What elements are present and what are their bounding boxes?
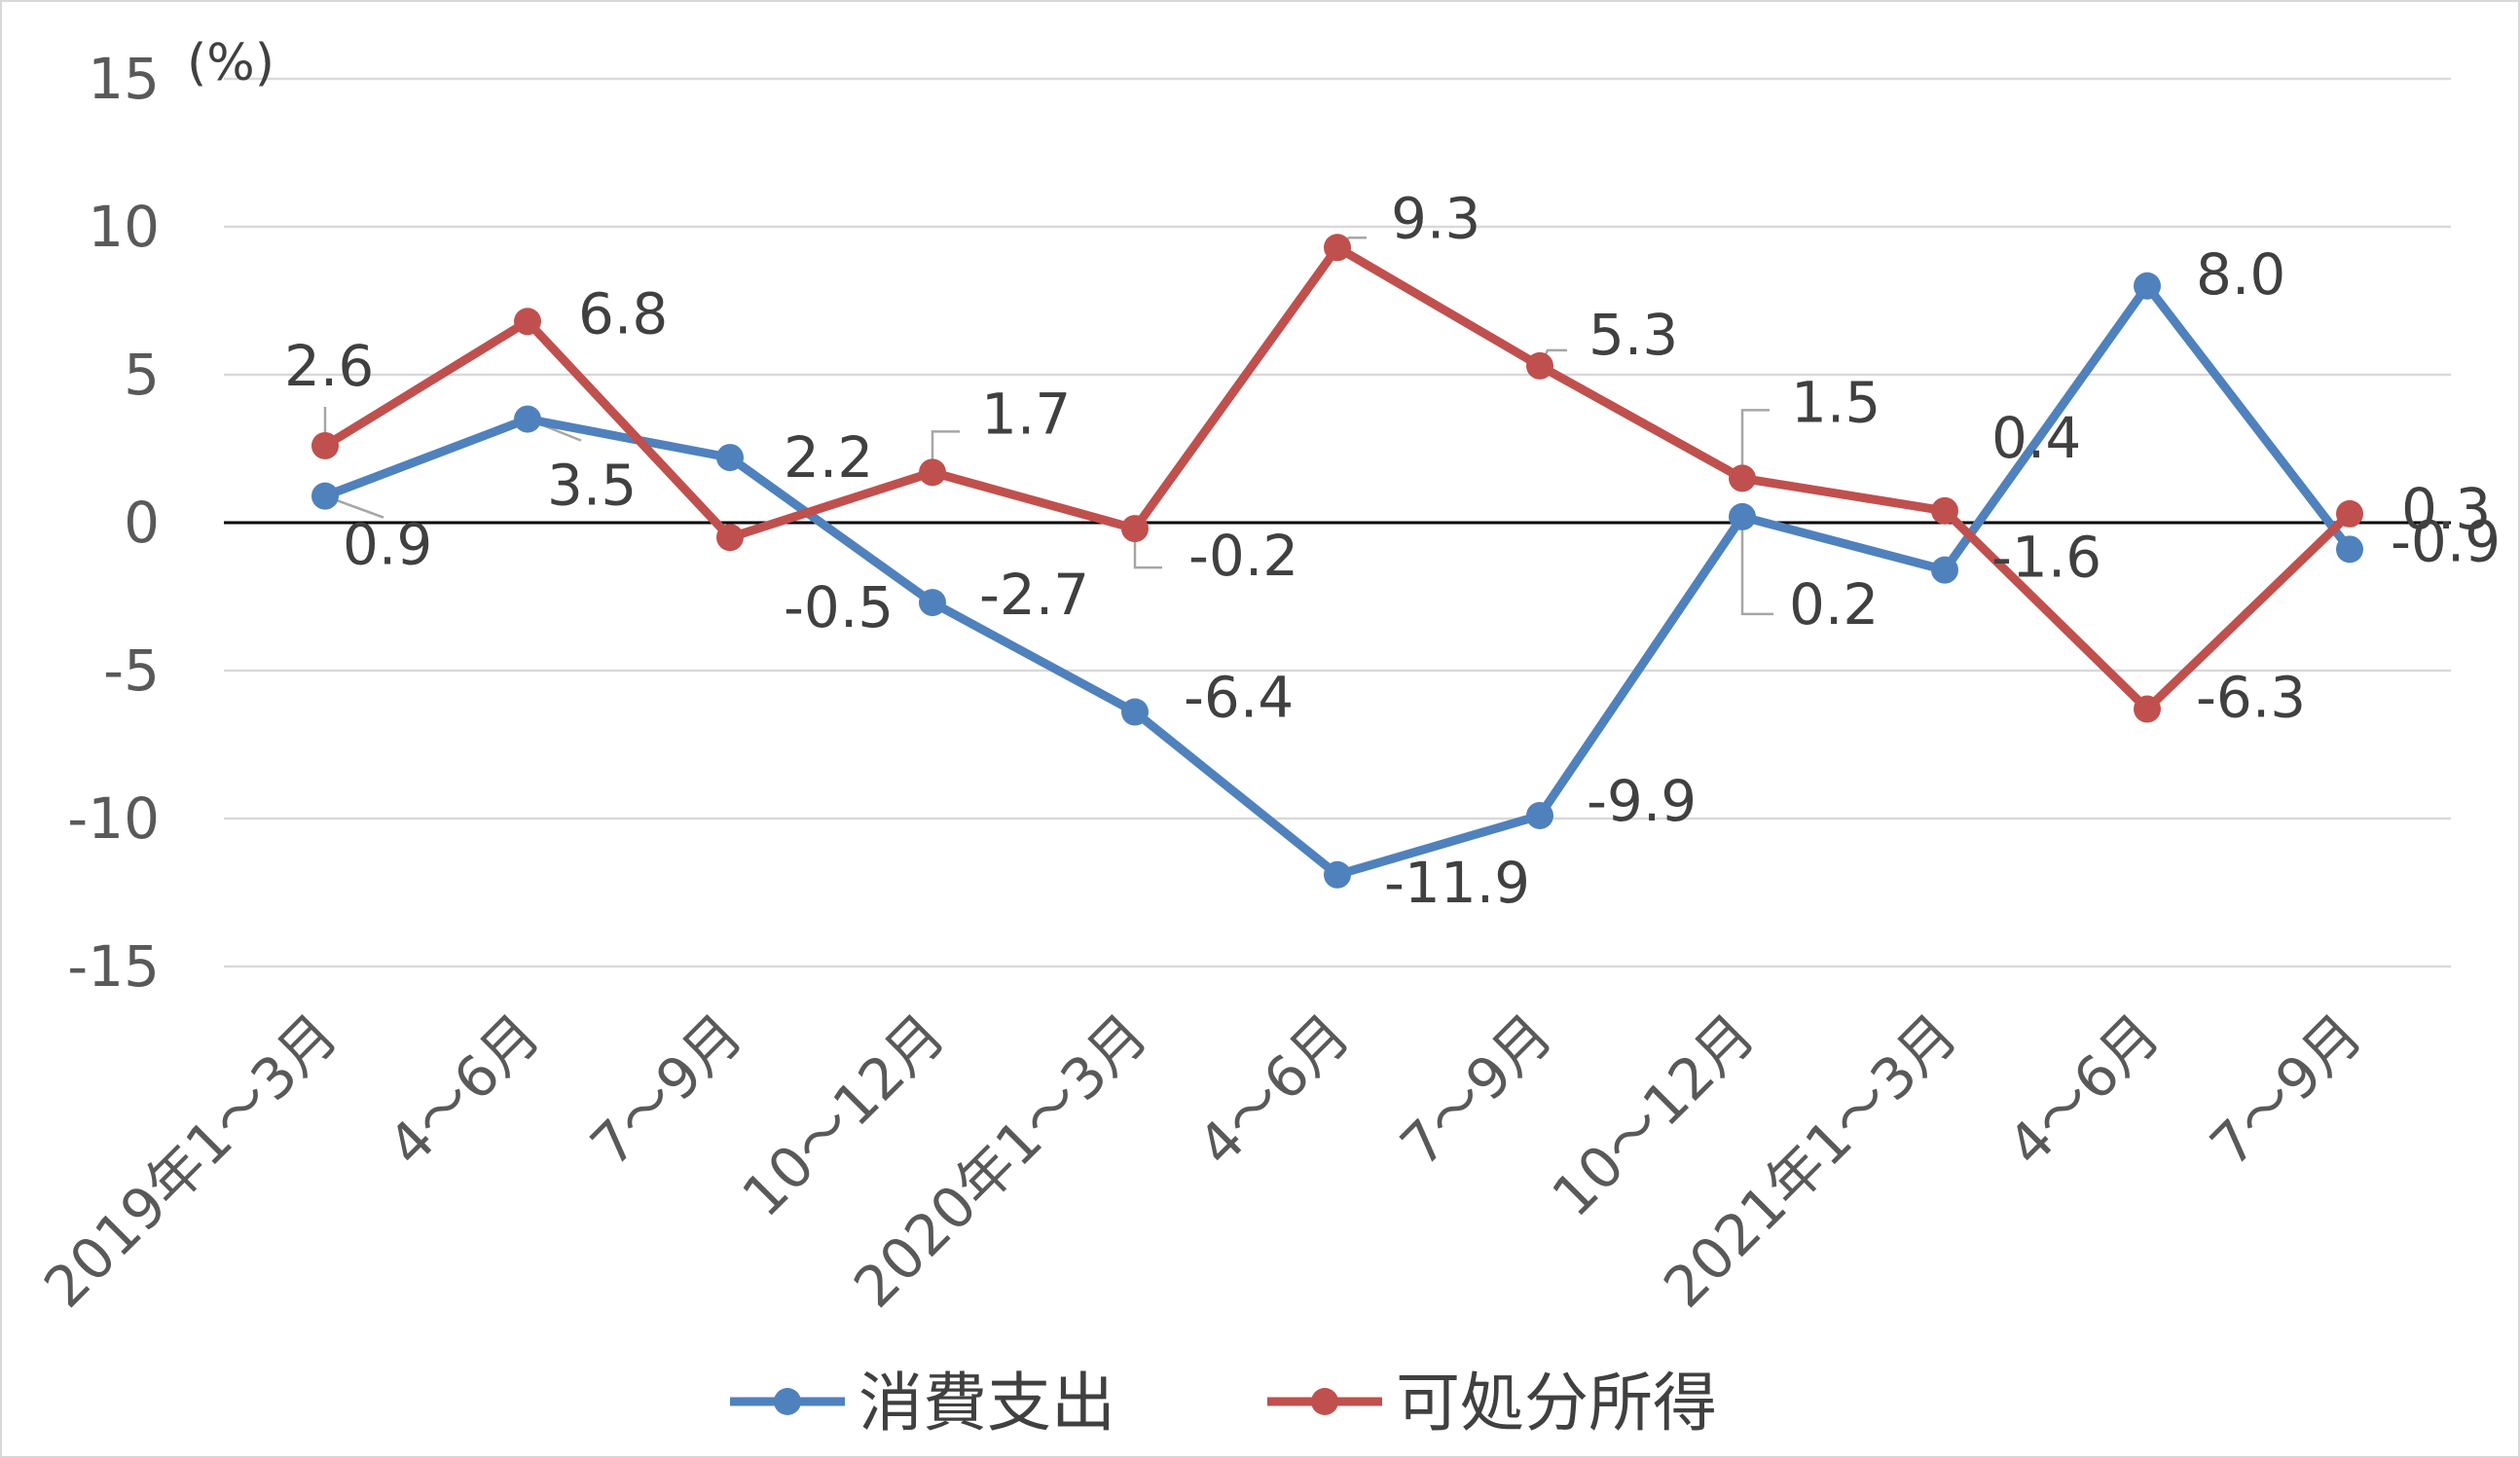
legend-label: 消費支出 xyxy=(858,1366,1115,1440)
data-label: 8.0 xyxy=(2196,241,2285,308)
data-label: 0.9 xyxy=(343,512,432,578)
data-point-disposable-income xyxy=(919,458,946,487)
legend-point-marker xyxy=(774,1388,801,1415)
data-label: -1.6 xyxy=(1991,525,2101,591)
data-point-consumption xyxy=(1121,698,1149,726)
y-tick-label: -15 xyxy=(67,933,160,1000)
data-point-disposable-income xyxy=(2336,499,2363,528)
data-point-consumption xyxy=(1931,556,1958,584)
y-tick-label: -10 xyxy=(67,785,160,852)
data-point-disposable-income xyxy=(1729,464,1756,492)
data-label: 1.7 xyxy=(981,381,1071,447)
data-label: 3.5 xyxy=(547,453,637,519)
x-tick-label: 4～6月 xyxy=(376,1002,553,1179)
data-point-consumption xyxy=(919,589,946,617)
data-label: -9.9 xyxy=(1587,768,1697,834)
y-tick-label: 0 xyxy=(124,490,160,556)
leader-line xyxy=(1740,409,1770,479)
data-label: -6.3 xyxy=(2196,665,2306,731)
data-point-consumption xyxy=(2134,272,2161,300)
gridlines xyxy=(224,77,2451,968)
data-label: -0.2 xyxy=(1188,523,1298,589)
data-point-consumption xyxy=(514,405,541,433)
series-lines xyxy=(311,234,2363,889)
y-unit-label: (%) xyxy=(187,34,274,92)
data-label: -0.5 xyxy=(784,574,894,640)
y-tick-label: 10 xyxy=(88,194,160,260)
y-tick-label: -5 xyxy=(103,638,160,704)
data-label: 1.5 xyxy=(1791,369,1881,435)
leader-line xyxy=(1740,516,1773,616)
data-point-disposable-income xyxy=(1526,351,1553,380)
data-point-disposable-income xyxy=(1121,515,1149,543)
data-label: 6.8 xyxy=(578,280,668,346)
data-label: -11.9 xyxy=(1384,850,1530,916)
data-point-disposable-income xyxy=(1324,234,1351,262)
x-tick-label: 4～6月 xyxy=(1995,1002,2173,1179)
data-label: 0.4 xyxy=(1991,405,2081,471)
data-point-disposable-income xyxy=(311,431,339,459)
data-point-disposable-income xyxy=(1931,496,1958,525)
data-labels: 0.9 3.5 2.2 -2.7 -6.4 -11.9 -9.9 0.2 -1.6 8.0 -0.9… xyxy=(284,185,2501,915)
data-label: -2.7 xyxy=(979,562,1089,628)
y-tick-label: 15 xyxy=(88,46,160,112)
data-point-consumption xyxy=(2336,535,2363,564)
y-tick-label: 5 xyxy=(124,342,160,408)
x-tick-label: 4～6月 xyxy=(1186,1002,1363,1179)
data-label: -0.9 xyxy=(2391,508,2501,574)
data-label: -6.4 xyxy=(1184,665,1294,731)
legend-point-marker xyxy=(1311,1388,1338,1415)
data-label: 9.3 xyxy=(1391,185,1480,251)
x-tick-label: 7～9月 xyxy=(1388,1002,1565,1179)
data-point-consumption xyxy=(1324,860,1351,889)
data-label: 2.2 xyxy=(784,424,873,491)
data-label: 5.3 xyxy=(1589,302,1678,368)
data-point-consumption xyxy=(311,482,339,510)
data-point-disposable-income xyxy=(2134,695,2161,723)
data-label: 2.6 xyxy=(284,333,374,399)
data-point-disposable-income xyxy=(514,308,541,336)
data-label: 0.2 xyxy=(1789,571,1879,638)
data-label: 0.3 xyxy=(2401,476,2491,542)
legend: 消費支出 可処分所得 xyxy=(730,1366,1717,1440)
x-tick-label: 7～9月 xyxy=(2198,1002,2375,1179)
x-tick-label: 2019年1～3月 xyxy=(31,1002,350,1321)
data-point-disposable-income xyxy=(716,524,744,552)
x-tick-label: 7～9月 xyxy=(578,1002,755,1179)
legend-label: 可処分所得 xyxy=(1396,1366,1717,1440)
data-point-consumption xyxy=(1729,502,1756,530)
data-point-consumption xyxy=(1526,801,1553,829)
data-point-consumption xyxy=(716,444,744,472)
